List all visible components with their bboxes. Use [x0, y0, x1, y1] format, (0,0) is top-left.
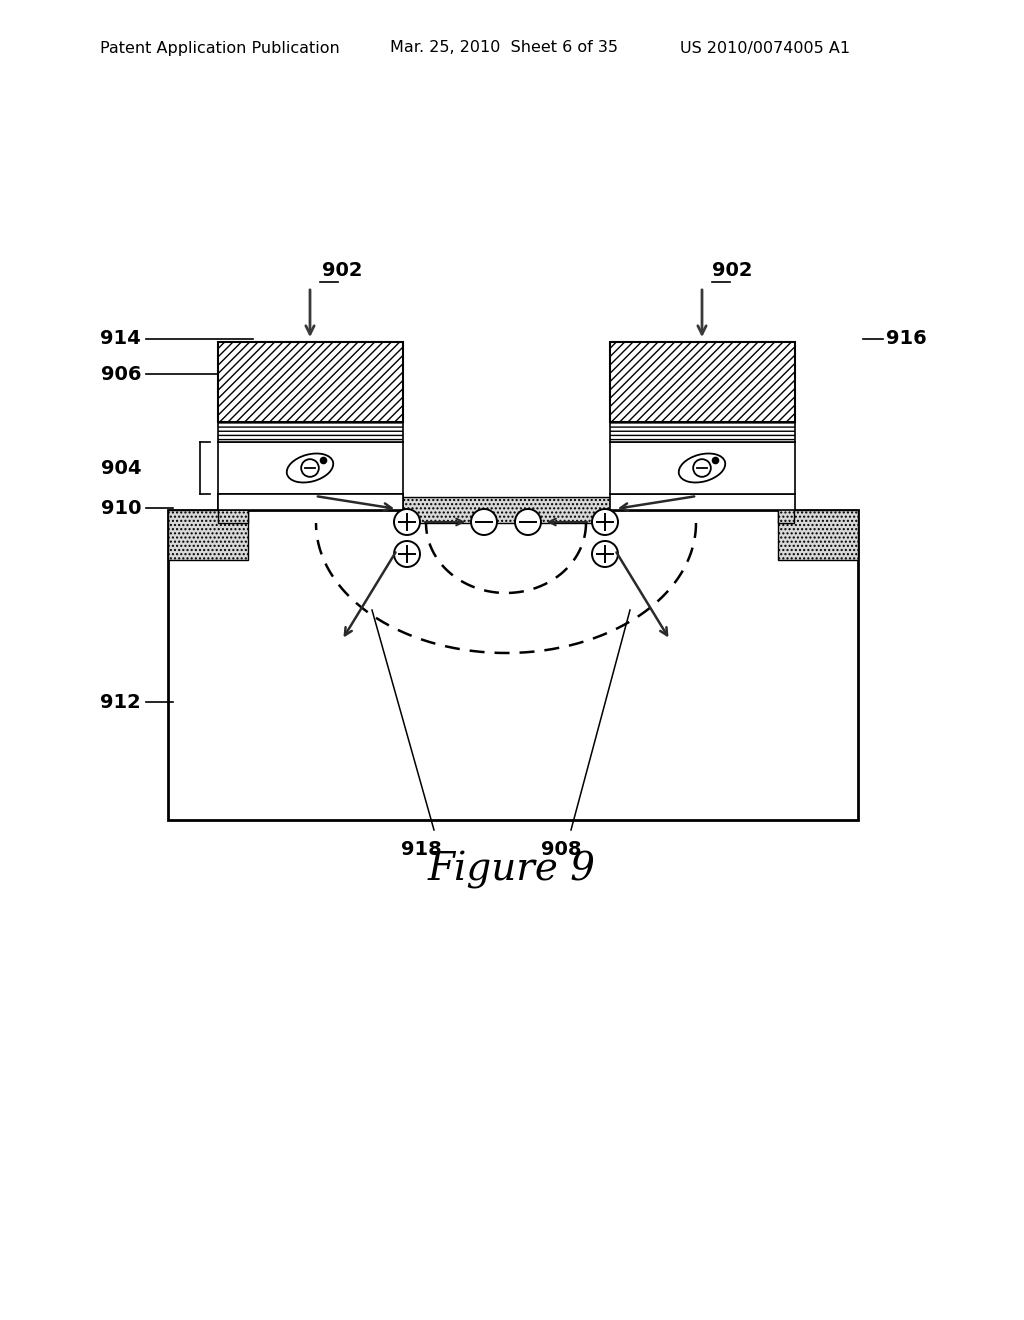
Text: 914: 914 [100, 330, 141, 348]
Bar [218, 498, 248, 523]
Text: 912: 912 [100, 693, 141, 711]
Text: 916: 916 [886, 330, 927, 348]
Text: 904: 904 [100, 458, 141, 478]
Bar [778, 510, 858, 560]
Text: US 2010/0074005 A1: US 2010/0074005 A1 [680, 41, 850, 55]
Circle shape [515, 510, 541, 535]
Circle shape [301, 459, 318, 477]
Circle shape [394, 510, 420, 535]
Text: 908: 908 [541, 840, 582, 859]
Bar [218, 342, 403, 422]
Circle shape [471, 510, 497, 535]
Bar [218, 442, 403, 494]
Text: 918: 918 [400, 840, 441, 859]
Ellipse shape [287, 454, 333, 483]
Bar [778, 498, 794, 523]
Bar [218, 494, 403, 510]
Circle shape [394, 541, 420, 568]
Circle shape [693, 459, 711, 477]
Text: 910: 910 [100, 499, 141, 517]
Bar [610, 442, 795, 494]
Text: 902: 902 [712, 261, 753, 280]
Bar [218, 422, 403, 442]
Text: Mar. 25, 2010  Sheet 6 of 35: Mar. 25, 2010 Sheet 6 of 35 [390, 41, 618, 55]
Bar [610, 342, 795, 422]
Text: 902: 902 [322, 261, 362, 280]
Circle shape [592, 510, 618, 535]
Text: Patent Application Publication: Patent Application Publication [100, 41, 340, 55]
Text: 906: 906 [100, 364, 141, 384]
Bar [610, 422, 795, 442]
Bar [168, 510, 858, 820]
Circle shape [592, 541, 618, 568]
Text: Figure 9: Figure 9 [428, 851, 596, 888]
Bar [168, 510, 248, 560]
Ellipse shape [679, 454, 725, 483]
Bar [402, 498, 610, 523]
Bar [218, 494, 403, 510]
Bar [610, 494, 795, 510]
